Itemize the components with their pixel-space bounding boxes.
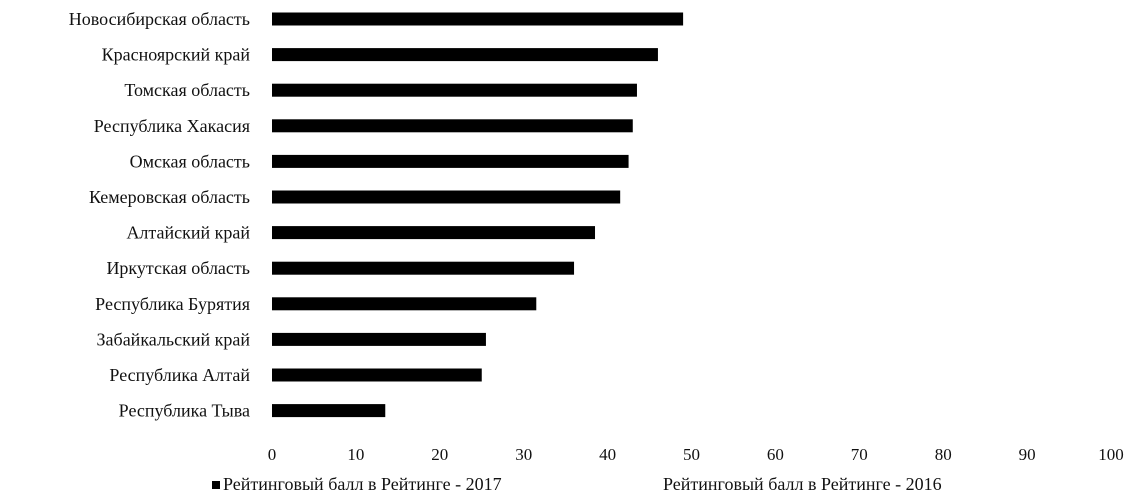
category-label: Республика Бурятия [95,294,250,314]
category-label: Алтайский край [126,223,250,243]
bar [272,332,486,346]
bar [272,12,684,26]
bar [272,404,386,418]
category-label: Иркутская область [106,258,250,278]
x-tick-label: 60 [767,445,784,464]
bar [272,119,633,133]
bar [272,48,658,62]
x-tick-label: 50 [683,445,700,464]
x-tick-label: 30 [515,445,532,464]
category-label: Кемеровская область [89,187,250,207]
category-label: Забайкальский край [97,329,251,349]
bar [272,190,621,204]
legend-label: Рейтинговый балл в Рейтинге - 2016 [663,474,942,494]
bar [272,261,575,275]
bar [272,368,482,382]
x-tick-label: 20 [431,445,448,464]
bar [272,226,596,240]
category-label: Новосибирская область [69,9,250,29]
x-tick-label: 100 [1098,445,1124,464]
category-labels: Новосибирская область Красноярский край То… [69,9,251,421]
x-tick-label: 40 [599,445,616,464]
bar [272,83,637,97]
legend-label: Рейтинговый балл в Рейтинге - 2017 [223,474,502,494]
category-label: Томская область [124,80,250,100]
legend: Рейтинговый балл в Рейтинге - 2017 Рейтин… [212,474,942,494]
legend-swatch [212,481,220,489]
x-tick-label: 80 [935,445,952,464]
x-tick-label: 90 [1019,445,1036,464]
bar [272,154,629,168]
x-tick-label: 0 [268,445,277,464]
category-label: Омская область [130,151,250,171]
bar [272,297,537,311]
x-tick-label: 10 [347,445,364,464]
legend-swatch [652,481,660,489]
category-label: Красноярский край [102,45,251,65]
category-label: Республика Алтай [109,365,250,385]
category-label: Республика Хакасия [94,116,250,136]
x-tick-label: 70 [851,445,868,464]
x-axis-ticks: 0 10 20 30 40 50 60 70 80 90 100 [268,445,1124,464]
bars-layer [272,12,684,418]
category-label: Республика Тыва [119,401,250,421]
